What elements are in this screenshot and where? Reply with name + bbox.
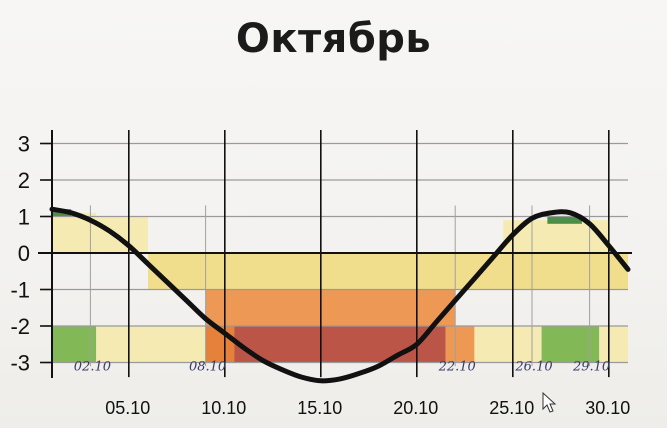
series-line <box>49 206 631 384</box>
color-band-7 <box>96 326 206 363</box>
y-tick-label: 3 <box>18 132 30 157</box>
handwritten-label: 22.10 <box>438 360 476 375</box>
x-tick-label: 15.10 <box>297 398 342 418</box>
x-tick-labels: 05.10 10.10 15.10 20.10 25.10 30.10 <box>105 398 630 418</box>
handwritten-label: 29.10 <box>572 360 610 375</box>
x-tick-label: 25.10 <box>489 398 534 418</box>
color-band-9 <box>445 326 475 363</box>
y-tick-labels: 3 2 1 0 -1 -2 -3 <box>10 132 30 376</box>
y-tick-label: 0 <box>18 241 30 266</box>
color-band-11 <box>541 326 600 363</box>
x-tick-label: 30.10 <box>585 398 630 418</box>
color-band-4 <box>205 289 456 326</box>
handwritten-label: 08.10 <box>189 360 226 375</box>
mouse-cursor <box>542 391 557 413</box>
color-bands <box>52 209 628 363</box>
x-tick-label: 10.10 <box>201 398 246 418</box>
y-tick-label: -1 <box>10 278 30 303</box>
x-tick-label: 05.10 <box>105 398 150 418</box>
handwritten-label: 26.10 <box>514 360 552 375</box>
color-band-12 <box>599 326 628 363</box>
x-tick-label: 20.10 <box>393 398 438 418</box>
y-tick-label: 2 <box>18 168 30 193</box>
color-band-5 <box>205 326 446 363</box>
handwritten-date-labels: 02.10 08.10 22.10 26.10 29.10 <box>74 360 610 375</box>
color-band-14 <box>547 216 582 224</box>
y-tick-label: 1 <box>18 205 30 230</box>
color-band-10 <box>474 326 542 363</box>
color-band-3 <box>148 253 628 290</box>
color-band-2 <box>96 216 148 253</box>
y-tick-label: -3 <box>10 351 30 376</box>
handwritten-label: 02.10 <box>74 360 111 375</box>
chart-title: Октябрь <box>235 16 432 62</box>
color-band-6 <box>52 326 97 363</box>
y-tick-label: -2 <box>10 314 30 339</box>
